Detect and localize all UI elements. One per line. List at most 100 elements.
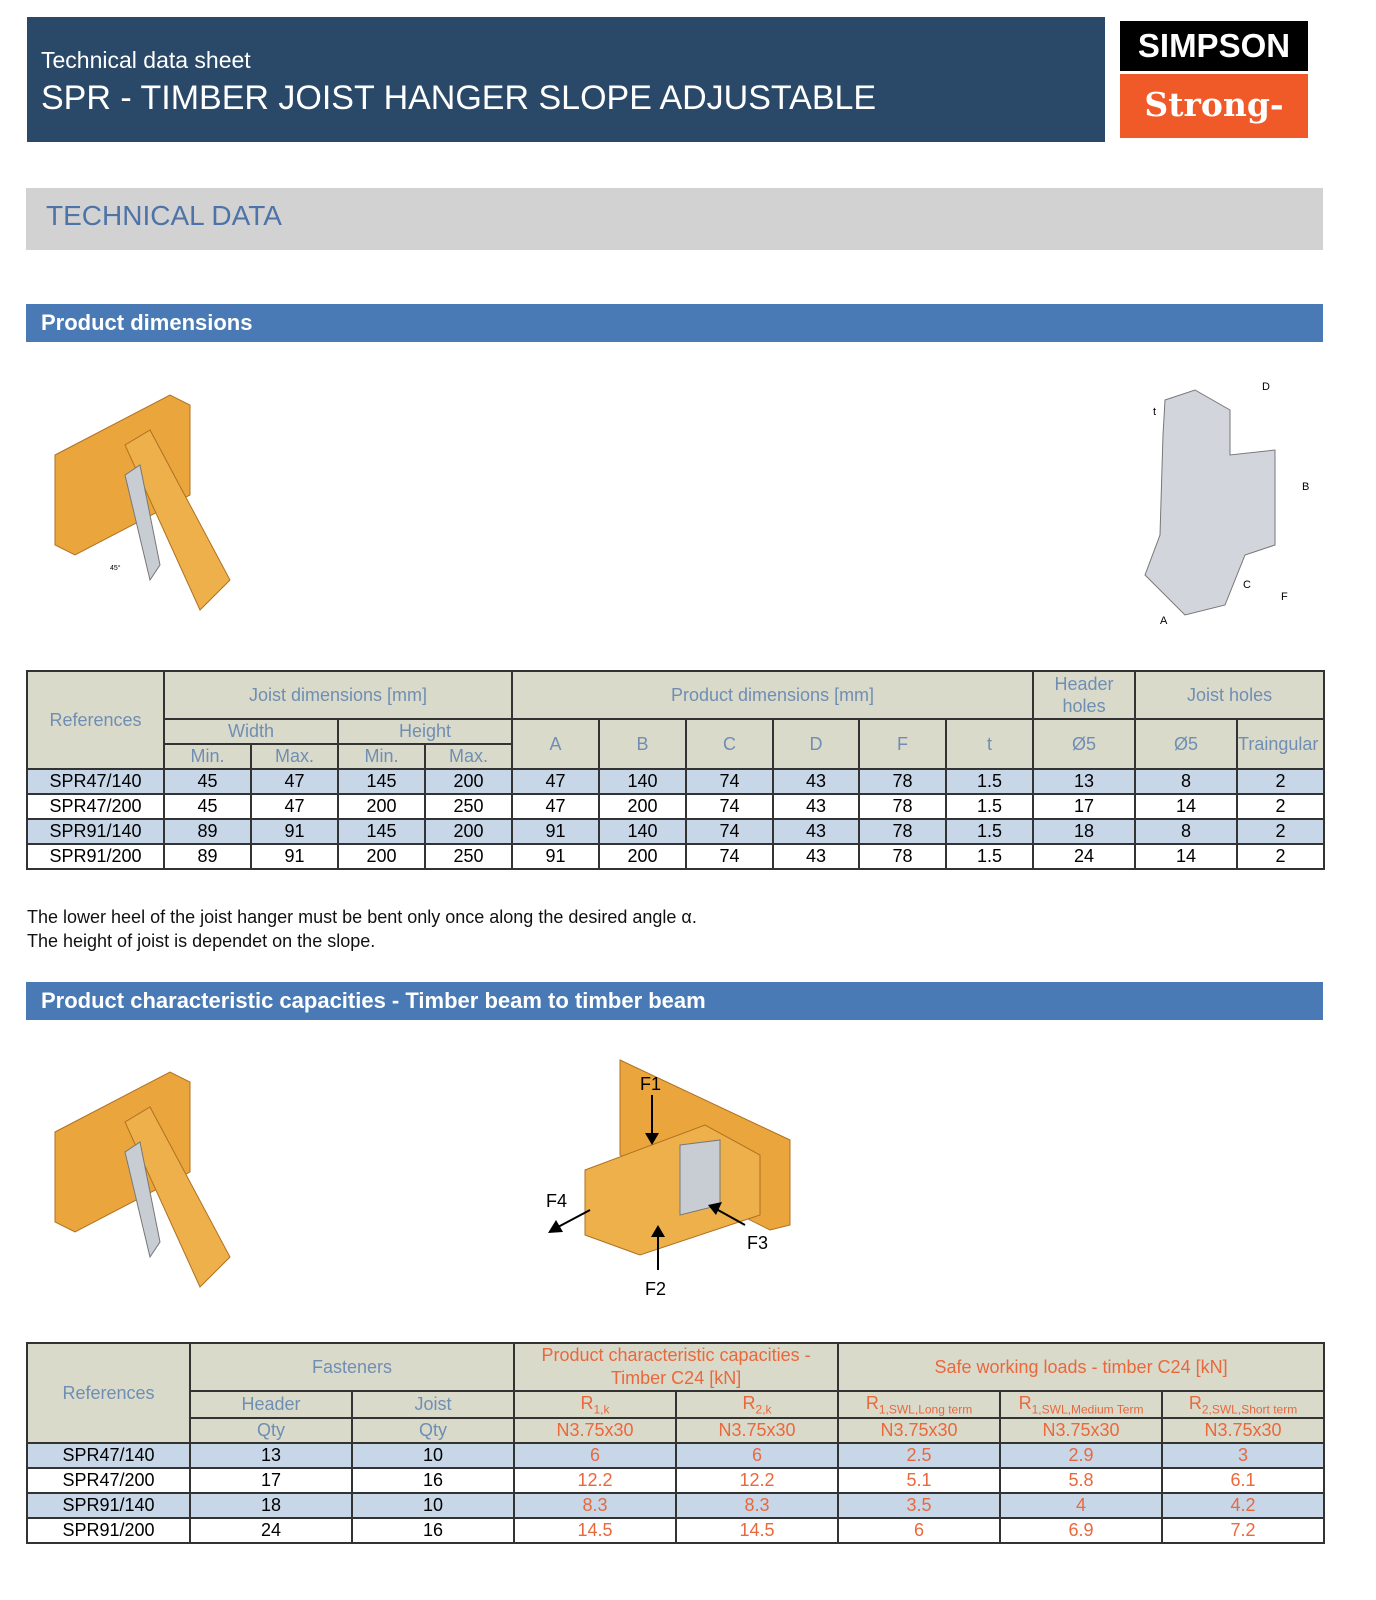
cell: 200 bbox=[337, 793, 426, 820]
cell: 10 bbox=[350, 1442, 516, 1469]
table-row: SPR91/200 89 91 200 250 91 200 74 43 78 1.5 24 14 2 bbox=[26, 843, 1326, 870]
th-header: Header bbox=[189, 1390, 353, 1419]
cell: 74 bbox=[685, 793, 774, 820]
th-header-holes: Header holes bbox=[1032, 670, 1137, 720]
th-joist: Joist bbox=[350, 1390, 516, 1419]
th-t: t bbox=[944, 718, 1035, 770]
force-f4: F4 bbox=[546, 1191, 567, 1211]
cell: 1.5 bbox=[944, 843, 1035, 870]
angle-label: 45° bbox=[110, 564, 121, 572]
th-nail: N3.75x30 bbox=[513, 1417, 678, 1444]
th-r-subscript: 2,SWL,Short term bbox=[1201, 1402, 1298, 1417]
th-joist-holes: Joist holes bbox=[1134, 670, 1326, 720]
th-fasteners: Fasteners bbox=[188, 1342, 516, 1392]
hanger-installed-illustration-2 bbox=[54, 1071, 231, 1288]
th-char-caps: Product characteristic capacities - Timb… bbox=[513, 1342, 840, 1392]
cell: 2 bbox=[1236, 818, 1326, 845]
dimensions-table: References Joist dimensions [mm] Product… bbox=[26, 670, 1326, 870]
hanger-dimension-drawing: D t B C F A bbox=[1144, 381, 1309, 627]
logo-strongtie: Strong-Tie bbox=[1120, 74, 1308, 186]
cell-reference: SPR47/140 bbox=[26, 1442, 191, 1469]
cell: 17 bbox=[1032, 793, 1137, 820]
force-f2: F2 bbox=[645, 1279, 666, 1299]
th-r-subscript: 1,SWL,Long term bbox=[878, 1402, 973, 1417]
force-f3: F3 bbox=[747, 1233, 768, 1253]
cell: 250 bbox=[424, 843, 513, 870]
cell-reference: SPR91/140 bbox=[26, 1492, 191, 1519]
th-b: B bbox=[598, 718, 687, 770]
cell-reference: SPR91/140 bbox=[26, 818, 165, 845]
th-r-subscript: 2,k bbox=[755, 1402, 772, 1417]
cell: 8.3 bbox=[675, 1492, 840, 1519]
th-r-subscript: 1,k bbox=[593, 1402, 610, 1417]
cell: 12.2 bbox=[513, 1467, 678, 1494]
th-header-d5: Ø5 bbox=[1032, 718, 1137, 770]
cell: 18 bbox=[189, 1492, 353, 1519]
cell: 1.5 bbox=[944, 818, 1035, 845]
th-header-qty: Qty bbox=[189, 1417, 353, 1444]
cell: 16 bbox=[350, 1517, 516, 1544]
cell: 47 bbox=[511, 793, 600, 820]
th-nail: N3.75x30 bbox=[1161, 1417, 1326, 1444]
cell: 43 bbox=[772, 843, 860, 870]
header-banner: Technical data sheet SPR - TIMBER JOIST … bbox=[27, 17, 1105, 142]
force-f1: F1 bbox=[640, 1074, 661, 1094]
cell: 6 bbox=[513, 1442, 678, 1469]
cell: 91 bbox=[250, 818, 339, 845]
cell-reference: SPR47/140 bbox=[26, 768, 165, 795]
cell: 2 bbox=[1236, 768, 1326, 795]
cell: 78 bbox=[858, 793, 947, 820]
table-row: SPR47/140 45 47 145 200 47 140 74 43 78 1.5 13 8 2 bbox=[26, 768, 1326, 795]
cell: 45 bbox=[163, 793, 252, 820]
th-product-dims: Product dimensions [mm] bbox=[510, 670, 1035, 720]
cell: 13 bbox=[189, 1442, 353, 1469]
th-triangular: Traingular bbox=[1236, 718, 1326, 770]
dim-b: B bbox=[1302, 481, 1309, 493]
table-row: SPR47/200 45 47 200 250 47 200 74 43 78 1.5 17 14 2 bbox=[26, 793, 1326, 820]
cell: 89 bbox=[163, 818, 252, 845]
cell: 89 bbox=[163, 843, 252, 870]
th-r-symbol: R bbox=[580, 1392, 594, 1413]
th-references: References bbox=[26, 670, 165, 770]
cell: 14.5 bbox=[675, 1517, 840, 1544]
cell: 4 bbox=[999, 1492, 1164, 1519]
cell: 43 bbox=[772, 818, 860, 845]
logo-simpson: SIMPSON bbox=[1120, 21, 1308, 71]
force-diagram: F1 F2 F3 F4 bbox=[546, 1059, 791, 1299]
cell: 47 bbox=[250, 768, 339, 795]
th-r-symbol: R bbox=[1018, 1392, 1032, 1413]
capacities-heading: Product characteristic capacities - Timb… bbox=[26, 982, 1323, 1020]
note-2: The height of joist is dependet on the s… bbox=[27, 931, 376, 951]
cell-reference: SPR91/200 bbox=[26, 843, 165, 870]
th-r-symbol: R bbox=[1188, 1392, 1202, 1413]
cell: 91 bbox=[250, 843, 339, 870]
cell: 8.3 bbox=[513, 1492, 678, 1519]
cell: 1.5 bbox=[944, 768, 1035, 795]
cell: 78 bbox=[858, 768, 947, 795]
cell: 2 bbox=[1236, 793, 1326, 820]
header-title: SPR - TIMBER JOIST HANGER SLOPE ADJUSTAB… bbox=[41, 79, 877, 117]
table-row: SPR91/200 24 16 14.5 14.5 6 6.9 7.2 bbox=[26, 1517, 1326, 1544]
cell: 74 bbox=[685, 768, 774, 795]
cell: 4.2 bbox=[1161, 1492, 1326, 1519]
th-swl: Safe working loads - timber C24 [kN] bbox=[837, 1342, 1326, 1392]
th-joist-dims: Joist dimensions [mm] bbox=[163, 670, 513, 720]
cell: 200 bbox=[337, 843, 426, 870]
product-dimensions-heading: Product dimensions bbox=[26, 304, 1323, 342]
cell: 200 bbox=[424, 818, 513, 845]
cell: 91 bbox=[511, 843, 600, 870]
th-height-min: Min. bbox=[337, 743, 426, 770]
cell: 47 bbox=[511, 768, 600, 795]
cell: 13 bbox=[1032, 768, 1137, 795]
table-row: SPR91/140 89 91 145 200 91 140 74 43 78 1.5 18 8 2 bbox=[26, 818, 1326, 845]
cell: 78 bbox=[858, 818, 947, 845]
cell: 7.2 bbox=[1161, 1517, 1326, 1544]
cell: 145 bbox=[337, 818, 426, 845]
table-row: SPR47/200 17 16 12.2 12.2 5.1 5.8 6.1 bbox=[26, 1467, 1326, 1494]
th-width-min: Min. bbox=[163, 743, 252, 770]
cell: 17 bbox=[189, 1467, 353, 1494]
cell: 140 bbox=[598, 818, 687, 845]
cell: 12.2 bbox=[675, 1467, 840, 1494]
cell: 6.1 bbox=[1161, 1467, 1326, 1494]
cell-reference: SPR47/200 bbox=[26, 1467, 191, 1494]
